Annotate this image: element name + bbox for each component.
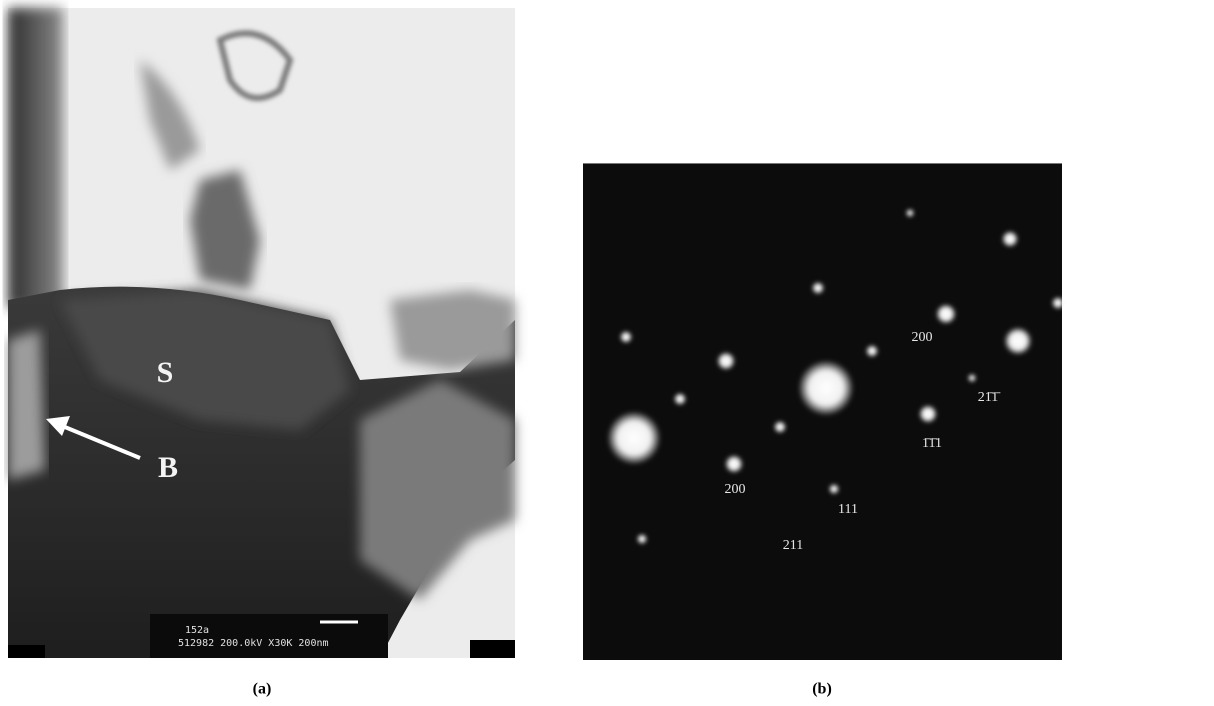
spot-label: 211	[783, 538, 803, 553]
label-s: S	[157, 356, 174, 389]
spot-label: 111	[838, 502, 858, 517]
micrograph-id: 152a	[185, 625, 209, 636]
figure: 152a 512982 200.0kV X30K 200nm S B (a) 2…	[0, 0, 1214, 706]
micrograph: 152a 512982 200.0kV X30K 200nm S B	[8, 8, 515, 658]
spot-label: 200	[912, 330, 933, 345]
page: {"panels": [ {"caption": "(a)", "labels"…	[0, 0, 1214, 706]
caption-b: (b)	[812, 681, 832, 698]
label-b: B	[158, 451, 178, 484]
diffraction-pattern: 200 21̄1̄ 1̄1̄1 200 111 211	[583, 163, 1064, 660]
spot-label: 21̄1̄	[978, 390, 1001, 405]
micrograph-info: 512982 200.0kV X30K 200nm	[178, 638, 329, 649]
caption-a: (a)	[253, 681, 272, 698]
spot-label: 1̄1̄1	[922, 436, 942, 451]
spot-label: 200	[725, 482, 746, 497]
